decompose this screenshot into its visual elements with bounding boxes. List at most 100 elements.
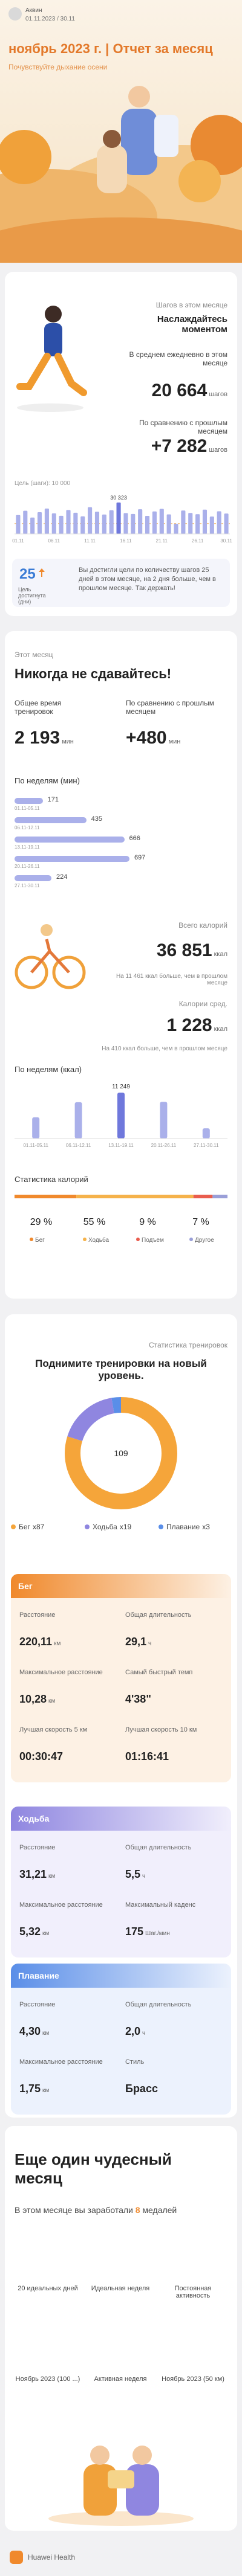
hiker: [103, 130, 121, 148]
stat: 1,75 км: [19, 2083, 49, 2095]
medal-name: Ноябрь 2023 (100 ...): [15, 2375, 80, 2383]
stat-value: 1,75: [19, 2083, 41, 2095]
bar: [160, 1102, 168, 1139]
user-name: Аквин: [25, 7, 42, 14]
cal-weekly-chart: 01.11-05.11 06.11-12.11 11 249 13.11-19.11 2…: [15, 1084, 227, 1148]
stat-unit: ч: [142, 2030, 146, 2037]
stat-label: Стиль: [125, 2058, 145, 2066]
stat: 10,28 км: [19, 1693, 55, 1706]
stat-value: 4,30: [19, 2025, 41, 2037]
sports: Бег Расстояние 220,11 км Общая длительность 2…: [5, 1314, 237, 2118]
cal-stats-title: Статистика калорий: [15, 1175, 88, 1184]
stat-value: 31,21: [19, 1868, 47, 1880]
bar: [51, 513, 56, 534]
diff-steps: +7 282 шагов: [151, 436, 227, 457]
category-label: 20.11-26.11: [15, 864, 40, 869]
sport-band: [11, 1964, 231, 1988]
bar: [80, 516, 85, 534]
value-label: 666: [129, 835, 140, 842]
cal-total: 36 851 ккал: [157, 940, 227, 961]
cal-total-label: Всего калорий: [178, 921, 227, 930]
bar: [16, 515, 21, 534]
bar: [15, 837, 125, 843]
legend-swatch: [85, 1524, 90, 1529]
legend-swatch: [159, 1524, 163, 1529]
goal-box: 25 Цель достигнута (дни) Вы достигли цел…: [12, 559, 230, 607]
bar: [152, 511, 157, 534]
week-row: 224 27.11-30.11: [15, 873, 232, 892]
bar: [15, 856, 129, 862]
bar: [59, 515, 64, 534]
cal-avg-label: Калории сред.: [178, 1000, 227, 1008]
category-label: 13.11-19.11: [15, 844, 40, 850]
stat-unit: Шаг./мин: [145, 1930, 170, 1937]
stat-unit: км: [48, 1873, 56, 1880]
value-label: 11 249: [112, 1084, 130, 1090]
avg-label: В среднем ежедневно в этом месяце: [129, 350, 227, 367]
steps-heading: Шагов в этом месяце: [155, 301, 227, 309]
stat: 5,5 ч: [125, 1868, 145, 1881]
legend-label: Другое: [195, 1237, 214, 1244]
legend-count: x87: [32, 1523, 45, 1531]
stat-unit: км: [42, 1930, 50, 1937]
weekly-title: По неделям (мин): [15, 776, 80, 785]
unit: мин: [62, 738, 74, 745]
diff-value: +7 282: [151, 436, 208, 456]
bar: [44, 508, 49, 534]
diff-value: +480: [126, 728, 167, 748]
stat: 175 Шаг./мин: [125, 1926, 170, 1938]
stat: 01:16:41: [125, 1750, 169, 1763]
stat: 4'38": [125, 1693, 151, 1706]
steps-motto: Наслаждайтесь моментом: [157, 314, 227, 335]
time-label: Общее время тренировок: [15, 699, 62, 716]
bar: [209, 516, 214, 534]
stat-label: Максимальное расстояние: [19, 2058, 103, 2066]
tree: [0, 130, 51, 184]
bar: [174, 524, 178, 534]
bar: [224, 513, 229, 534]
stat: 4,30 км: [19, 2025, 49, 2038]
unit: ккал: [214, 951, 227, 958]
legend-label: Бег: [35, 1237, 45, 1244]
stat: Брасс: [125, 2083, 158, 2095]
workouts-card: Статистика тренировок Поднимите трениров…: [5, 1314, 237, 2118]
goal-days: 25: [19, 566, 36, 582]
legend-dot: [30, 1238, 33, 1241]
up-arrow: [39, 568, 45, 577]
stat-value: 00:30:47: [19, 1750, 64, 1762]
stat-unit: км: [48, 1698, 56, 1704]
medal-name: Идеальная неделя: [91, 2285, 150, 2292]
hiker: [121, 109, 157, 175]
medals-card: Еще один чудесный месяц В этом месяце вы…: [5, 2126, 237, 2531]
cal-total-note: На 11 461 ккал больше, чем в прошлом мес…: [116, 973, 227, 986]
unit: ккал: [214, 1026, 227, 1033]
stat-value: Брасс: [125, 2083, 158, 2095]
sport-card: Плавание Расстояние 4,30 км Общая длительнос…: [11, 1964, 231, 2115]
unit: шагов: [209, 391, 227, 398]
medals-text-before: В этом месяце вы заработали: [15, 2205, 133, 2215]
legend-dot: [83, 1238, 87, 1241]
stat-value: 5,5: [125, 1868, 141, 1880]
bar: [188, 513, 193, 534]
value-label: 30 323: [110, 495, 127, 501]
stat-label: Максимальное расстояние: [19, 1669, 103, 1676]
goal-label: Цель (шаги): 10 000: [15, 480, 71, 487]
diff-label: По сравнению с прошлым месяцем: [126, 699, 215, 716]
tree: [191, 115, 242, 175]
x-tick-label: 13.11-19.11: [108, 1143, 134, 1148]
medals-text-after: медалей: [142, 2205, 177, 2215]
bar: [131, 513, 136, 534]
cal-avg-value: 1 228: [166, 1015, 212, 1035]
stat-value: 01:16:41: [125, 1750, 169, 1762]
medal-name: Активная неделя: [94, 2375, 147, 2383]
cal-avg: 1 228 ккал: [167, 1015, 227, 1036]
medal-grid: 20 идеальных дней Идеальная неделя Постоян…: [5, 2238, 237, 2419]
stat: 2,0 ч: [125, 2025, 145, 2038]
header-illustration: [0, 86, 242, 263]
legend-label: Плавание: [166, 1523, 200, 1531]
x-tick-label: 01.11-05.11: [23, 1143, 48, 1148]
medals-count: 8: [135, 2205, 140, 2215]
bar: [66, 510, 71, 534]
value-label: 171: [47, 796, 59, 803]
hill: [0, 217, 242, 263]
